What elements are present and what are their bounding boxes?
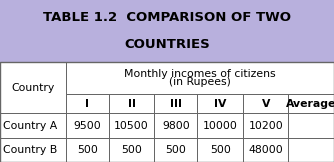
Bar	[289, 138, 334, 162]
Text: 9800: 9800	[162, 121, 190, 131]
Bar	[0, 62, 334, 162]
Text: III: III	[170, 99, 182, 109]
Text: Country: Country	[11, 83, 54, 93]
Text: V: V	[262, 99, 270, 109]
Bar	[109, 94, 154, 114]
Bar	[109, 114, 154, 138]
Text: 500: 500	[121, 145, 142, 155]
Text: 10500: 10500	[114, 121, 149, 131]
Bar	[243, 114, 289, 138]
Bar	[65, 114, 109, 138]
Bar	[0, 62, 334, 162]
Text: 500: 500	[77, 145, 98, 155]
Bar	[289, 114, 334, 138]
Bar	[197, 138, 243, 162]
Text: 48000: 48000	[248, 145, 283, 155]
Bar	[65, 62, 334, 94]
Text: Country A: Country A	[3, 121, 57, 131]
Bar	[154, 114, 197, 138]
Text: 9500: 9500	[73, 121, 101, 131]
Text: Monthly incomes of citizens: Monthly incomes of citizens	[124, 69, 276, 79]
Text: (in Rupees): (in Rupees)	[169, 77, 231, 87]
Text: 10200: 10200	[248, 121, 283, 131]
Text: I: I	[85, 99, 89, 109]
Text: TABLE 1.2  COMPARISON OF TWO: TABLE 1.2 COMPARISON OF TWO	[43, 11, 291, 24]
Bar	[65, 138, 109, 162]
Text: II: II	[128, 99, 136, 109]
Bar	[0, 138, 65, 162]
Bar	[65, 94, 109, 114]
Bar	[243, 138, 289, 162]
Text: 10000: 10000	[203, 121, 238, 131]
Bar	[0, 62, 65, 114]
Bar	[154, 138, 197, 162]
Text: Average: Average	[286, 99, 334, 109]
Bar	[289, 94, 334, 114]
Text: 500: 500	[210, 145, 231, 155]
Bar	[154, 94, 197, 114]
Text: COUNTRIES: COUNTRIES	[124, 38, 210, 51]
Text: 500: 500	[165, 145, 186, 155]
Bar	[197, 114, 243, 138]
Bar	[243, 94, 289, 114]
Bar	[109, 138, 154, 162]
Text: IV: IV	[214, 99, 226, 109]
Bar	[197, 94, 243, 114]
Text: Country B: Country B	[3, 145, 57, 155]
Bar	[0, 114, 65, 138]
